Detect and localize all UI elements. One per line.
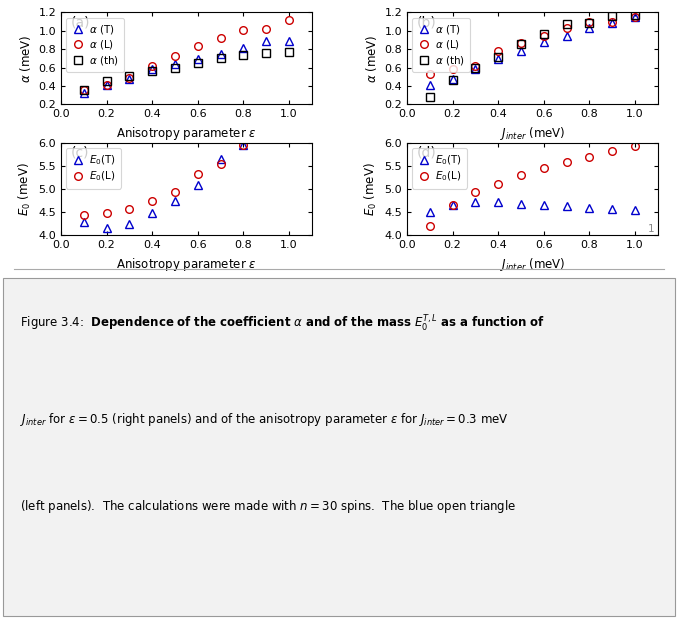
FancyBboxPatch shape <box>3 277 675 615</box>
Legend: $E_0$(T), $E_0$(L): $E_0$(T), $E_0$(L) <box>412 149 467 189</box>
Legend: $E_0$(T), $E_0$(L): $E_0$(T), $E_0$(L) <box>66 149 121 189</box>
Text: Figure 3.4:  $\mathbf{Dependence\ of\ the\ coefficient}\ \mathit{\alpha}\ \mathb: Figure 3.4: $\mathbf{Dependence\ of\ the… <box>20 314 546 334</box>
Legend: $\alpha$ (T), $\alpha$ (L), $\alpha$ (th): $\alpha$ (T), $\alpha$ (L), $\alpha$ (th… <box>412 17 471 72</box>
Y-axis label: $E_0$ (meV): $E_0$ (meV) <box>17 162 33 216</box>
X-axis label: Anisotropy parameter $\varepsilon$: Anisotropy parameter $\varepsilon$ <box>116 125 257 142</box>
Text: (d): (d) <box>417 146 437 160</box>
Text: (c): (c) <box>71 146 89 160</box>
Y-axis label: $E_0$ (meV): $E_0$ (meV) <box>363 162 379 216</box>
X-axis label: Anisotropy parameter $\varepsilon$: Anisotropy parameter $\varepsilon$ <box>116 256 257 272</box>
X-axis label: $J_{inter}$ (meV): $J_{inter}$ (meV) <box>500 125 565 142</box>
X-axis label: $J_{inter}$ (meV): $J_{inter}$ (meV) <box>500 256 565 272</box>
Text: (left panels).  The calculations were made with $n = 30$ spins.  The blue open t: (left panels). The calculations were mad… <box>20 498 517 514</box>
Text: $J_{inter}$ for $\varepsilon = 0.5$ (right panels) and of the anisotropy paramet: $J_{inter}$ for $\varepsilon = 0.5$ (rig… <box>20 411 509 428</box>
Y-axis label: $\alpha$ (meV): $\alpha$ (meV) <box>18 34 33 82</box>
Legend: $\alpha$ (T), $\alpha$ (L), $\alpha$ (th): $\alpha$ (T), $\alpha$ (L), $\alpha$ (th… <box>66 17 124 72</box>
Text: (b): (b) <box>417 15 437 29</box>
Y-axis label: $\alpha$ (meV): $\alpha$ (meV) <box>364 34 379 82</box>
Text: 1: 1 <box>647 224 654 234</box>
Text: (a): (a) <box>71 15 91 29</box>
